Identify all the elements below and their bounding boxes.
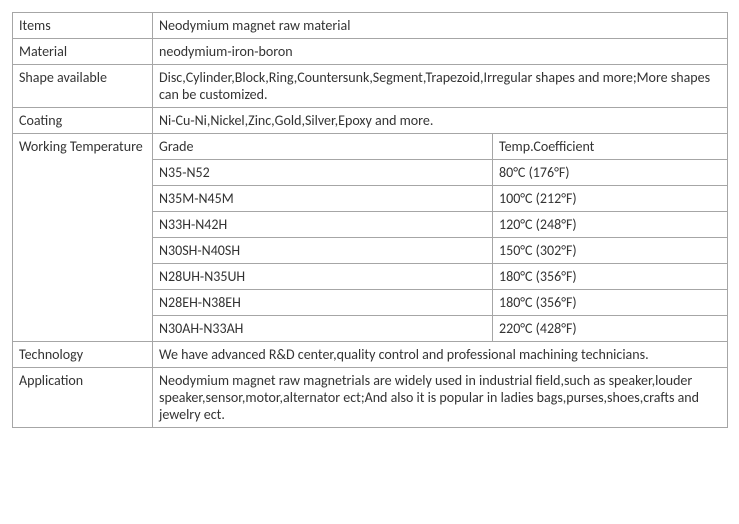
- wt-temp: 120°C (248°F): [493, 212, 728, 238]
- wt-header-grade: Grade: [153, 134, 493, 160]
- wt-grade: N33H-N42H: [153, 212, 493, 238]
- coating-label: Coating: [13, 108, 153, 134]
- wt-temp: 100°C (212°F): [493, 186, 728, 212]
- material-value: neodymium-iron-boron: [153, 39, 728, 65]
- row-material: Material neodymium-iron-boron: [13, 39, 728, 65]
- spec-table: Items Neodymium magnet raw material Mate…: [12, 12, 728, 428]
- application-label: Application: [13, 368, 153, 428]
- wt-grade: N35M-N45M: [153, 186, 493, 212]
- wt-temp: 80°C (176°F): [493, 160, 728, 186]
- wt-grade: N28EH-N38EH: [153, 290, 493, 316]
- row-coating: Coating Ni-Cu-Ni,Nickel,Zinc,Gold,Silver…: [13, 108, 728, 134]
- coating-value: Ni-Cu-Ni,Nickel,Zinc,Gold,Silver,Epoxy a…: [153, 108, 728, 134]
- shape-value: Disc,Cylinder,Block,Ring,Countersunk,Seg…: [153, 65, 728, 108]
- wt-temp: 180°C (356°F): [493, 264, 728, 290]
- wt-temp: 180°C (356°F): [493, 290, 728, 316]
- application-value: Neodymium magnet raw magnetrials are wid…: [153, 368, 728, 428]
- spec-table-body: Items Neodymium magnet raw material Mate…: [13, 13, 728, 428]
- shape-label: Shape available: [13, 65, 153, 108]
- row-application: Application Neodymium magnet raw magnetr…: [13, 368, 728, 428]
- row-shape: Shape available Disc,Cylinder,Block,Ring…: [13, 65, 728, 108]
- row-technology: Technology We have advanced R&D center,q…: [13, 342, 728, 368]
- working-temp-label: Working Temperature: [13, 134, 153, 342]
- items-value: Neodymium magnet raw material: [153, 13, 728, 39]
- technology-value: We have advanced R&D center,quality cont…: [153, 342, 728, 368]
- wt-grade: N30SH-N40SH: [153, 238, 493, 264]
- row-items: Items Neodymium magnet raw material: [13, 13, 728, 39]
- wt-temp: 220°C (428°F): [493, 316, 728, 342]
- wt-temp: 150°C (302°F): [493, 238, 728, 264]
- items-label: Items: [13, 13, 153, 39]
- technology-label: Technology: [13, 342, 153, 368]
- row-working-temp-header: Working Temperature Grade Temp.Coefficie…: [13, 134, 728, 160]
- wt-grade: N30AH-N33AH: [153, 316, 493, 342]
- wt-grade: N28UH-N35UH: [153, 264, 493, 290]
- material-label: Material: [13, 39, 153, 65]
- wt-header-temp: Temp.Coefficient: [493, 134, 728, 160]
- wt-grade: N35-N52: [153, 160, 493, 186]
